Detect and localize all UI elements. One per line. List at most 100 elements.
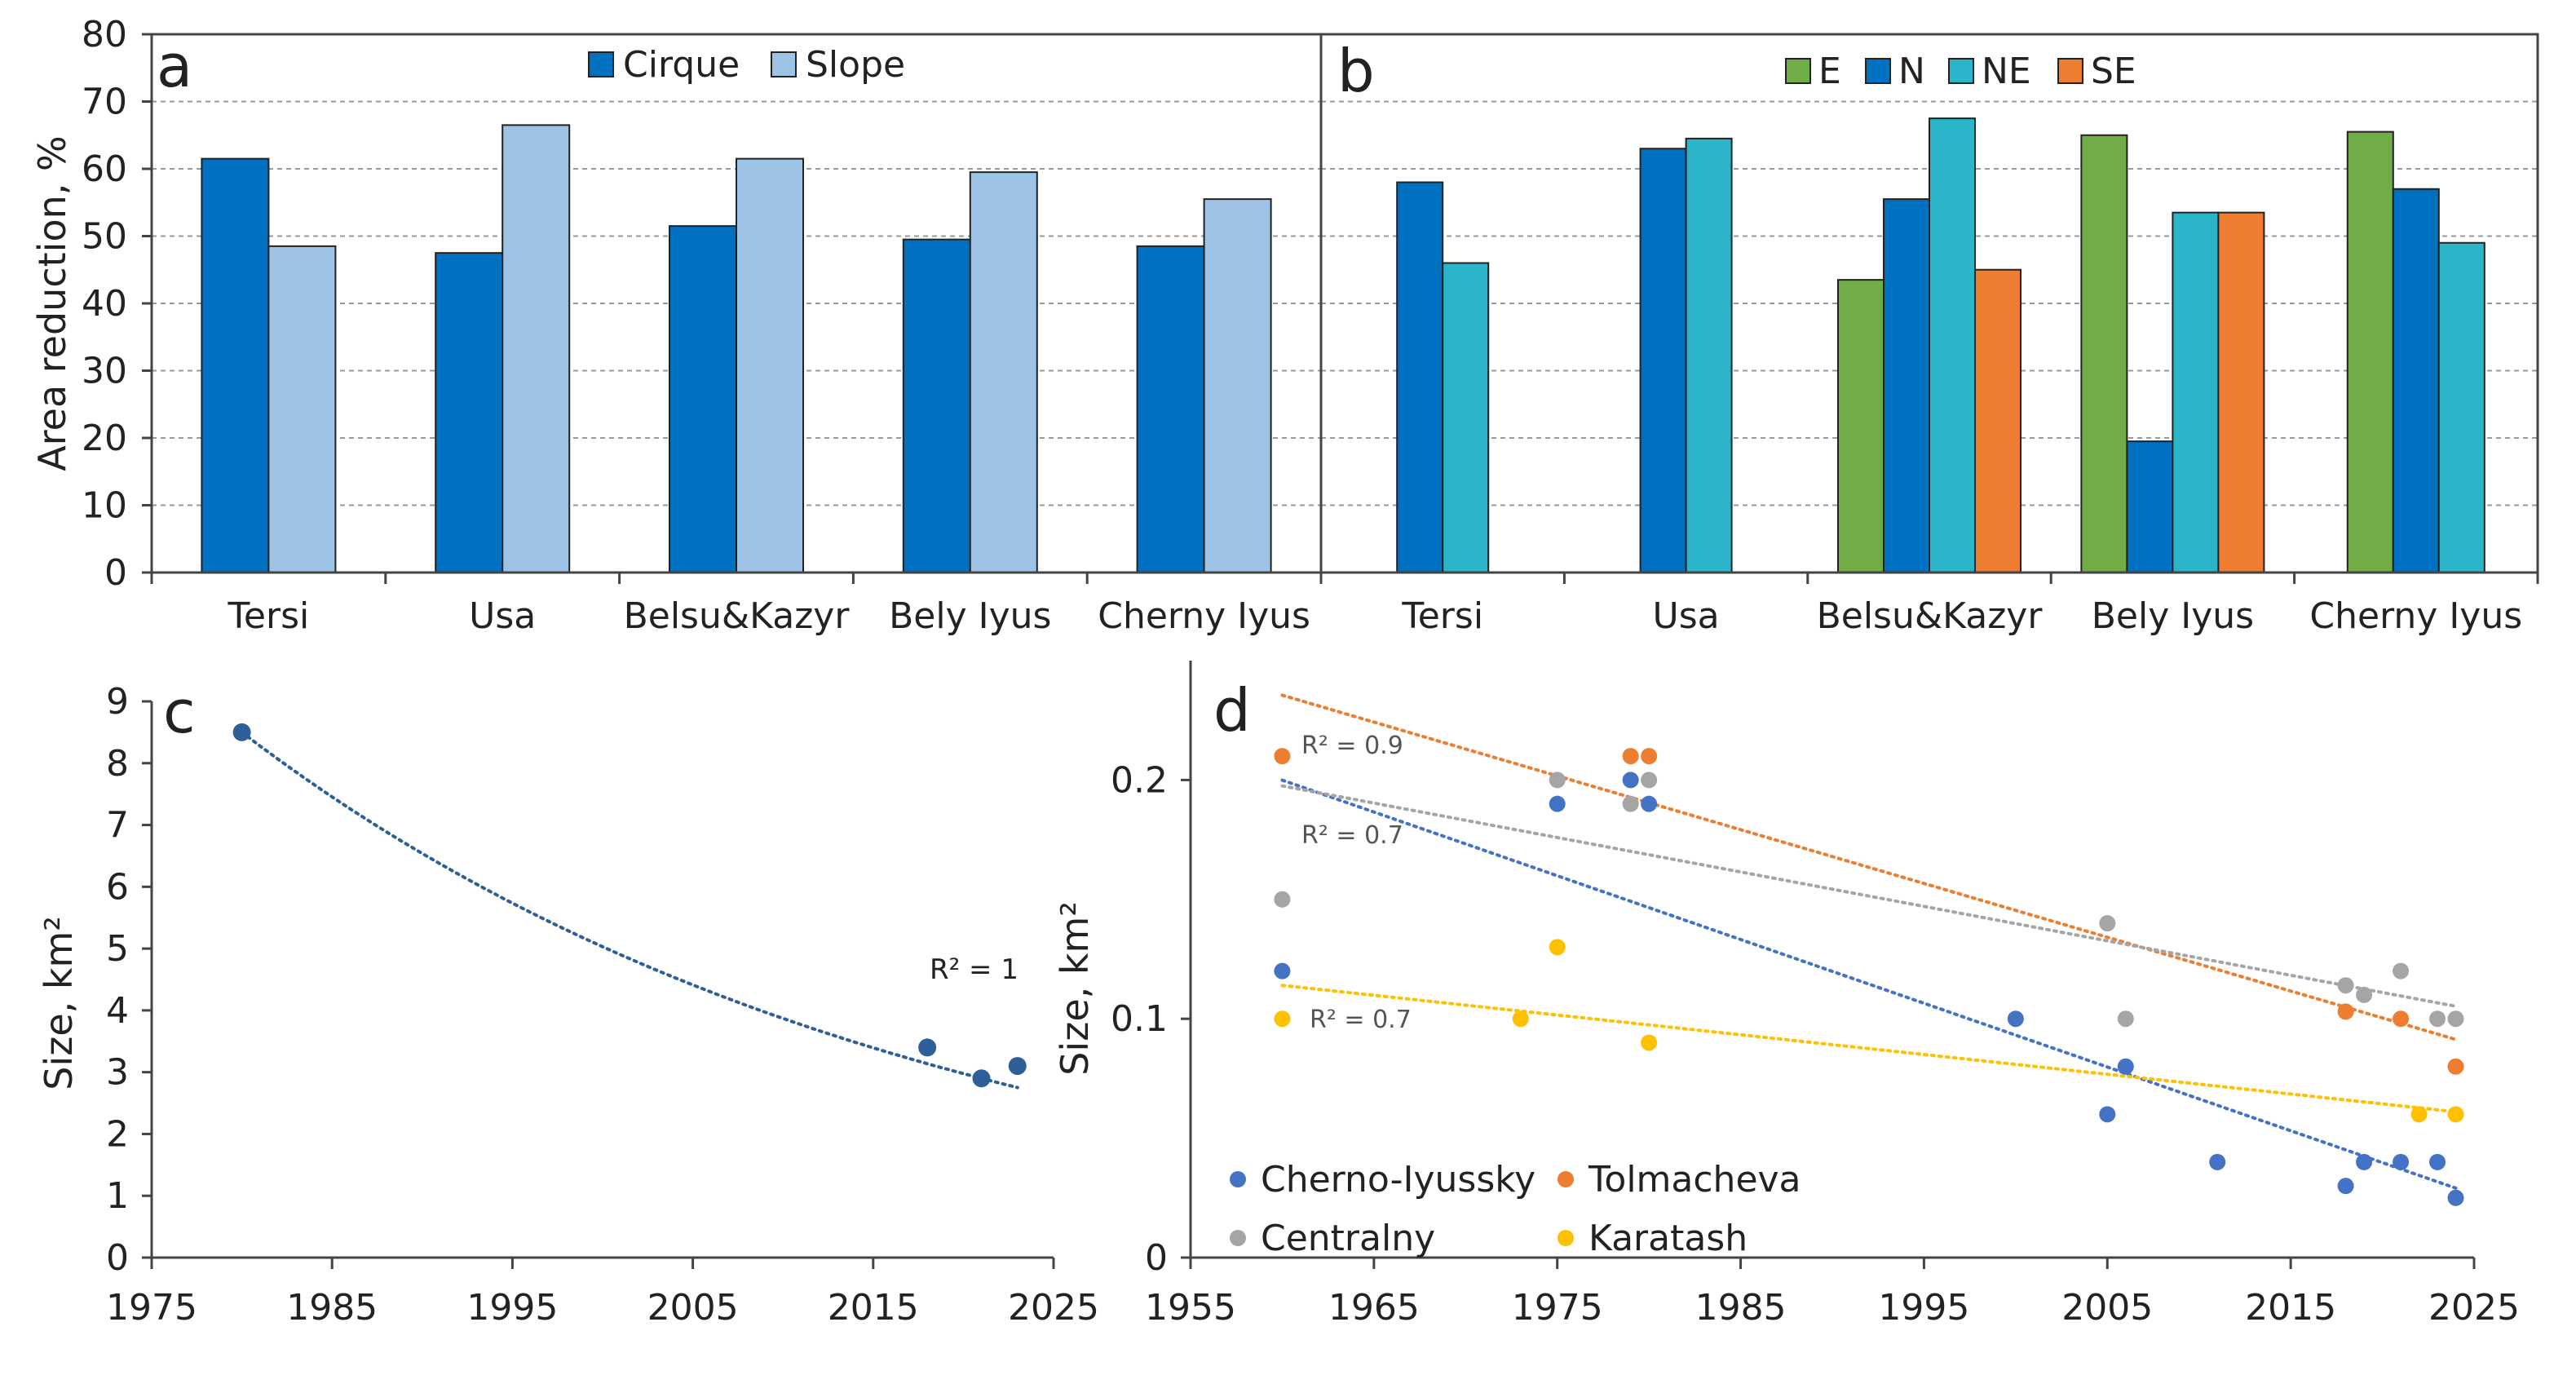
panel-b-bar-belsu-kazyr-ne: [1929, 117, 1976, 573]
panel-d-point-karatash: [1512, 1010, 1529, 1028]
panel-d-point-tolmacheva: [1274, 748, 1291, 765]
panel-d-scatter-chart: 1955 1965 1975 1985 1995 2005 2015 202500.10.2 …: [1053, 661, 2520, 1329]
panel-d-legend: Cherno-Iyussky Tolmacheva Centralny Kara…: [1230, 1159, 1801, 1259]
panel-a-letter: a: [157, 32, 192, 100]
panel-d-point-cherno-iyussky: [2393, 1153, 2410, 1170]
panel-d-point-centralny: [2099, 915, 2116, 932]
panel-d-point-centralny: [1622, 795, 1639, 812]
panel-d-point-cherno-iyussky: [2099, 1106, 2116, 1123]
panel-c-y-tick-label: 3: [106, 1052, 129, 1094]
legend-swatch-slope: [771, 51, 797, 77]
panel-a-y-tick-label: 10: [82, 485, 127, 527]
legend-swatch-ne: [1948, 58, 1974, 84]
panel-d-point-cherno-iyussky: [1641, 795, 1658, 812]
panel-c-x-tick-label-2015: 2015: [828, 1287, 919, 1329]
panel-d-y-tick-label: 0.1: [1111, 998, 1168, 1040]
panel-d-point-karatash: [1641, 1034, 1658, 1051]
panel-d-point-cherno-iyussky: [2337, 1178, 2354, 1195]
panel-d-x-tick-label-1985: 1985: [1695, 1287, 1787, 1329]
panel-a-bar-chart: Tersi Usa Belsu&Kazyr Bely Iyus Cherny Iyus 0…: [30, 14, 1323, 637]
panel-a-bar-usa-cirque: [435, 252, 504, 573]
legend-marker-karatash: [1558, 1230, 1574, 1246]
panel-d-point-cherno-iyussky: [2429, 1153, 2446, 1170]
panel-a-bar-cherny-iyus-cirque: [1136, 245, 1205, 573]
panel-a-y-tick-label: 0: [104, 552, 127, 594]
panel-b-bar-cherny-iyus-n: [2392, 188, 2440, 573]
panel-a-y-tick-label: 50: [82, 216, 127, 258]
panel-b-x-tick-label-usa: Usa: [1653, 595, 1720, 637]
panel-d-point-centralny: [1641, 772, 1658, 789]
legend-marker-tolmacheva: [1558, 1171, 1574, 1187]
legend-label-se: SE: [2091, 51, 2136, 92]
panel-a-x-tick-label-tersi: Tersi: [228, 595, 310, 637]
panel-b-letter: b: [1337, 37, 1375, 105]
panel-a-x-tick-label-bely-iyus: Bely Iyus: [889, 595, 1051, 637]
panel-d-x-tick-label-2025: 2025: [2428, 1287, 2520, 1329]
panel-c-y-tick-label: 5: [106, 928, 129, 970]
panel-b-bar-belsu-kazyr-e: [1837, 279, 1885, 573]
panel-b-bar-tersi-n: [1396, 181, 1444, 573]
panel-c-x-tick-label-1985: 1985: [286, 1287, 378, 1329]
panel-c-y-tick-label: 9: [106, 681, 129, 723]
panel-a-bar-tersi-cirque: [201, 157, 270, 573]
panel-c-letter: c: [163, 678, 196, 746]
legend-label-e: E: [1818, 51, 1841, 92]
panel-b-bar-bely-iyus-se: [2217, 211, 2265, 573]
panel-d-point-tolmacheva: [1622, 748, 1639, 765]
panel-c-x-tick-label-1995: 1995: [466, 1287, 558, 1329]
panel-d-point-tolmacheva: [2447, 1058, 2464, 1075]
panel-b-bar-belsu-kazyr-n: [1883, 198, 1930, 573]
panel-d-point-centralny: [2117, 1010, 2134, 1028]
panel-a-y-tick-label: 70: [82, 82, 127, 123]
legend-label-ne: NE: [1982, 51, 2031, 92]
panel-c-trendline: [240, 730, 1019, 1090]
panel-d-point-centralny: [2337, 977, 2354, 994]
panel-a-y-axis-title: Area reduction, %: [30, 135, 74, 471]
panel-c-x-tick-label-1975: 1975: [106, 1287, 197, 1329]
panel-d-x-tick-label-1955: 1955: [1145, 1287, 1236, 1329]
panel-d-point-karatash: [1274, 1010, 1291, 1028]
panel-b-x-tick-label-belsu-kazyr: Belsu&Kazyr: [1817, 595, 2044, 637]
panel-c-point-1980: [232, 723, 251, 741]
panel-d-point-centralny: [2429, 1010, 2446, 1028]
panel-a-x-tick-label-belsu-kazyr: Belsu&Kazyr: [624, 595, 851, 637]
panel-d-point-centralny: [2393, 962, 2410, 979]
panel-a-bar-usa-slope: [502, 124, 571, 573]
panel-c-point-2023: [1008, 1057, 1027, 1076]
panel-d-point-tolmacheva: [2337, 1003, 2354, 1020]
panel-c-y-tick-label: 0: [106, 1237, 129, 1279]
panel-b-x-tick-label-tersi: Tersi: [1401, 595, 1483, 637]
legend-swatch-e: [1785, 58, 1811, 84]
panel-d-point-cherno-iyussky: [2117, 1058, 2134, 1075]
panel-d-r2-label-cherno: R² = 0.7: [1301, 821, 1403, 850]
panel-a-y-tick-label: 60: [82, 148, 127, 190]
panel-b-bar-bely-iyus-ne: [2172, 211, 2220, 573]
panel-c-y-tick-label: 2: [106, 1113, 129, 1155]
legend-label-slope: Slope: [806, 44, 905, 86]
panel-a-y-tick-label: 30: [82, 351, 127, 392]
panel-d-point-cherno-iyussky: [2356, 1153, 2373, 1170]
panel-a-bar-belsu-kazyr-slope: [736, 157, 804, 573]
legend-swatch-n: [1865, 58, 1891, 84]
panel-a-y-tick-label: 80: [82, 14, 127, 55]
panel-a-legend: Cirque Slope: [588, 44, 905, 86]
panel-d-y-tick-label: 0.2: [1111, 759, 1168, 801]
panel-c-y-tick-label: 7: [106, 805, 129, 847]
legend-marker-cherno-iyussky: [1230, 1171, 1246, 1187]
panel-d-point-centralny: [2447, 1010, 2464, 1028]
legend-label-tolmacheva: Tolmacheva: [1588, 1159, 1801, 1200]
panel-c-y-tick-label: 1: [106, 1175, 129, 1217]
panel-d-x-tick-label-1995: 1995: [1878, 1287, 1969, 1329]
panel-d-x-tick-label-1975: 1975: [1512, 1287, 1603, 1329]
panel-b-x-tick-label-bely-iyus: Bely Iyus: [2092, 595, 2254, 637]
panel-b-bar-tersi-ne: [1442, 262, 1490, 573]
panel-c-r2-label: R² = 1: [930, 953, 1018, 986]
legend-swatch-se: [2057, 58, 2083, 84]
panel-c-point-2021: [972, 1069, 991, 1088]
panel-d-x-tick-label-1965: 1965: [1328, 1287, 1420, 1329]
panel-d-trendline-cherno-iyussky: [1280, 778, 2458, 1190]
panel-d-x-tick-label-2005: 2005: [2061, 1287, 2153, 1329]
panel-b-bar-usa-n: [1639, 148, 1687, 573]
panel-d-point-cherno-iyussky: [2007, 1010, 2024, 1028]
